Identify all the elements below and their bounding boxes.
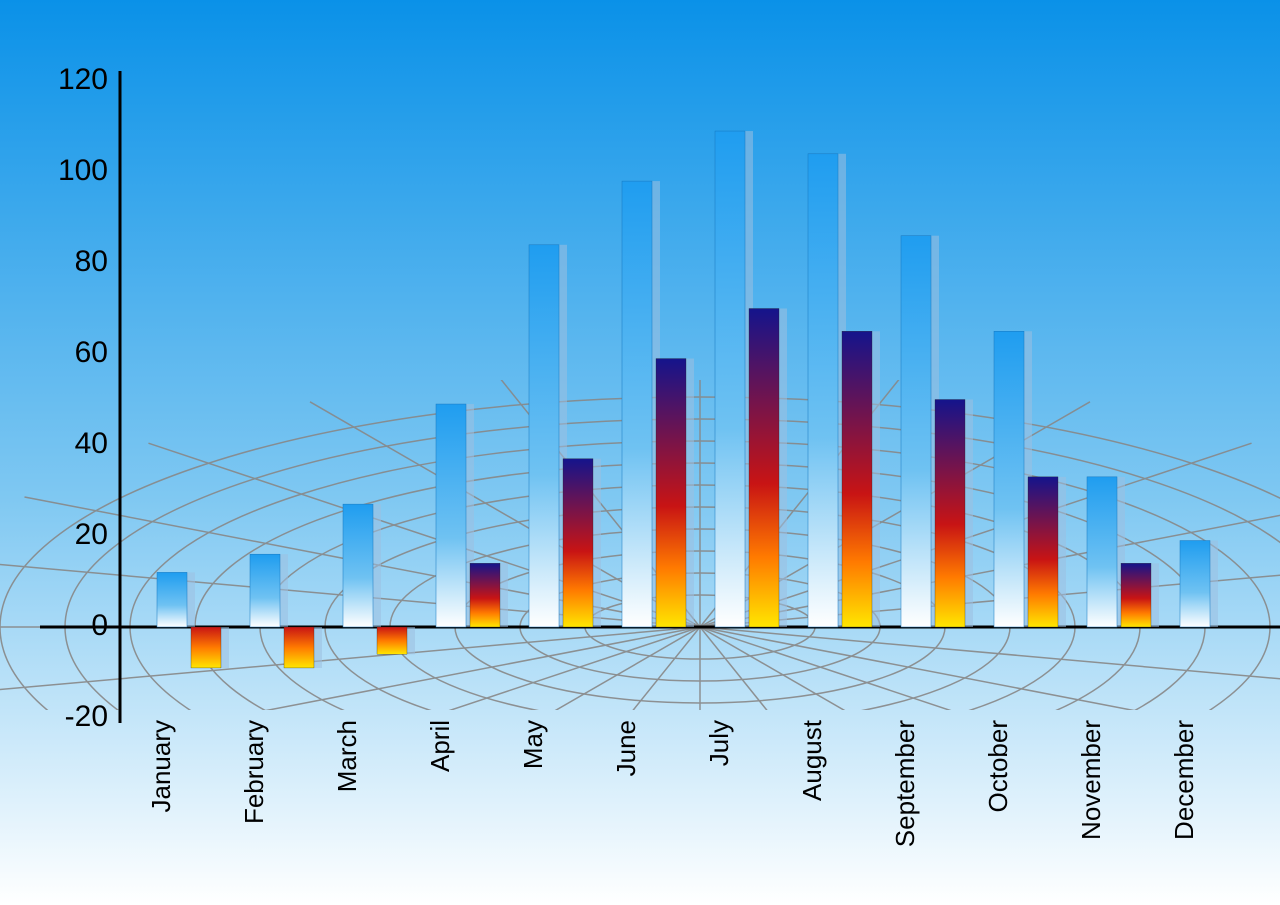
- x-category-label: February: [239, 720, 269, 824]
- bar-series2: [749, 309, 779, 628]
- bar-series1: [343, 504, 373, 627]
- x-category-label: March: [332, 720, 362, 792]
- y-tick-label: 80: [75, 245, 108, 278]
- bar-chart: -20 0 20 40 60 80 100 120 January February March Ap…: [0, 0, 1280, 905]
- y-tick-label: 60: [75, 336, 108, 369]
- y-tick-label: 40: [75, 427, 108, 460]
- x-category-label: June: [611, 720, 641, 776]
- bar-series1: [436, 404, 466, 627]
- x-category-label: January: [146, 720, 176, 813]
- x-category-label: December: [1169, 720, 1199, 840]
- bar-series1: [157, 572, 187, 627]
- bar-series1: [1180, 541, 1210, 627]
- bar-series2: [377, 627, 407, 654]
- bar-series2: [1121, 563, 1151, 627]
- bar-series1: [1087, 477, 1117, 627]
- bar-series1: [715, 131, 745, 627]
- bar-series2: [1028, 477, 1058, 627]
- bar-series1: [901, 236, 931, 627]
- y-tick-label: 20: [75, 518, 108, 551]
- x-category-label: November: [1076, 720, 1106, 840]
- y-tick-label: -20: [65, 700, 108, 733]
- bar-series1: [994, 331, 1024, 627]
- bar-series2: [470, 563, 500, 627]
- bar-series2: [656, 359, 686, 627]
- bar-series2: [935, 400, 965, 628]
- bar-series1: [529, 245, 559, 627]
- bar-series2: [842, 331, 872, 627]
- x-category-label: September: [890, 720, 920, 848]
- x-category-label: August: [797, 719, 827, 801]
- bar-series2: [563, 459, 593, 627]
- bar-series1: [622, 181, 652, 627]
- y-tick-label: 120: [58, 63, 108, 96]
- x-category-label: May: [518, 720, 548, 769]
- bar-series2: [191, 627, 221, 668]
- chart-container: -20 0 20 40 60 80 100 120 January February March Ap…: [0, 0, 1280, 905]
- y-tick-label: 0: [91, 609, 108, 642]
- x-category-label: October: [983, 720, 1013, 813]
- bar-series1: [250, 554, 280, 627]
- x-category-label: July: [704, 720, 734, 766]
- bar-series2: [284, 627, 314, 668]
- bar-series1: [808, 154, 838, 627]
- x-category-label: April: [425, 720, 455, 772]
- y-tick-label: 100: [58, 154, 108, 187]
